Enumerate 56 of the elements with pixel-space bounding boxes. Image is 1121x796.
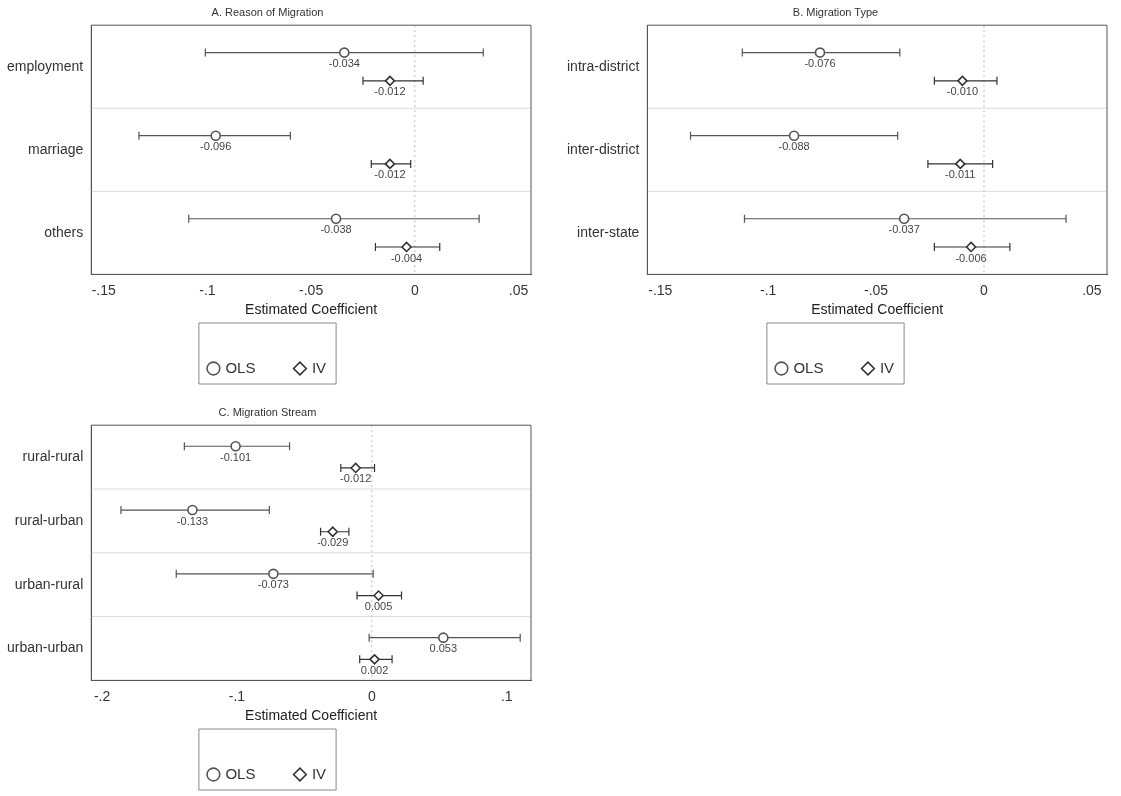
y-tick-label: marriage [28,140,84,157]
data-label: -0.101 [220,450,252,463]
data-label: -0.006 [955,251,987,264]
data-label: -0.012 [374,85,406,98]
data-label: -0.096 [200,140,232,153]
x-tick-label: -.1 [228,687,246,704]
y-tick-label: rural-rural [22,447,84,464]
data-label: -0.034 [328,57,360,70]
x-axis-title: Estimated Coefficient [811,301,944,318]
x-tick-label: 0 [410,281,419,298]
data-label: -0.011 [945,168,976,181]
y-tick-label: rural-urban [14,511,84,528]
y-tick-label: inter-state [577,223,640,240]
chart-title: A. Reason of Migration [211,5,324,18]
data-label: -0.076 [804,57,836,70]
chart-title: B. Migration Type [792,5,879,18]
y-tick-label: intra-district [566,57,640,74]
x-tick-label: .1 [500,687,513,704]
data-label: -0.029 [317,536,349,549]
x-tick-label: 0 [980,281,989,298]
data-label: -0.037 [888,223,920,236]
data-label: -0.012 [374,168,406,181]
x-tick-label: -.1 [199,281,216,298]
legend-label: OLS [225,358,256,376]
legend-label: OLS [793,358,824,376]
x-tick-label: -.15 [648,281,673,298]
data-label: -0.073 [257,578,289,591]
x-tick-label: -.05 [299,281,324,298]
legend-label: IV [311,358,327,376]
data-label: -0.133 [176,514,209,527]
data-label: -0.004 [390,251,423,264]
x-tick-label: .05 [1082,281,1102,298]
x-tick-label: .05 [508,281,529,298]
legend-label: IV [311,764,327,782]
y-tick-label: urban-urban [6,639,84,656]
y-tick-label: inter-district [566,140,640,157]
x-axis-title: Estimated Coefficient [245,301,378,318]
legend-label: OLS [225,764,256,782]
data-label: 0.005 [364,600,393,613]
x-tick-label: -.2 [93,687,111,704]
x-tick-label: -.1 [760,281,777,298]
data-label: 0.053 [429,642,458,655]
data-label: 0.002 [360,663,389,676]
data-label: -0.012 [340,472,372,485]
data-label: -0.038 [320,223,352,236]
y-tick-label: others [44,223,84,240]
data-label: -0.010 [946,85,979,98]
x-tick-label: 0 [367,687,376,704]
x-axis-title: Estimated Coefficient [245,707,378,724]
legend-label: IV [879,358,895,376]
y-tick-label: urban-rural [14,575,84,592]
x-tick-label: -.15 [91,281,116,298]
chart-title: C. Migration Stream [218,405,317,418]
data-label: -0.088 [778,140,810,153]
y-tick-label: employment [6,57,84,74]
x-tick-label: -.05 [864,281,889,298]
